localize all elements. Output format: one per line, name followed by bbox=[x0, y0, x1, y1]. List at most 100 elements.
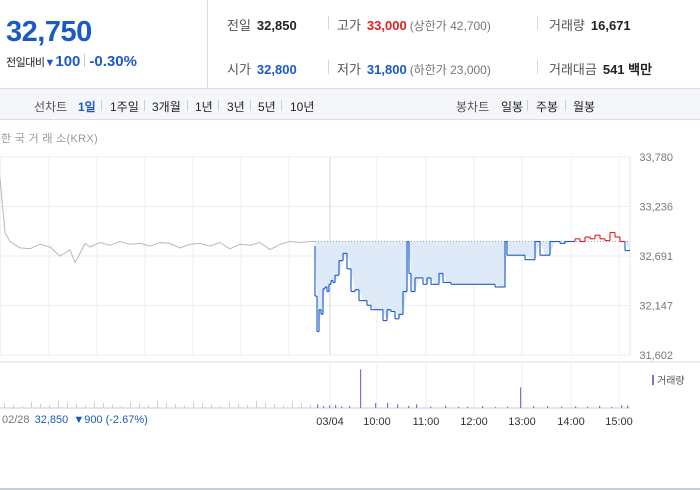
x-tick-label: 13:00 bbox=[508, 416, 536, 428]
stat-open: 시가 32,800 bbox=[227, 59, 297, 78]
volume-bar bbox=[611, 406, 613, 408]
prev-date: 02/28 bbox=[2, 414, 30, 426]
stat-low: 저가 31,800 (하한가 23,000) bbox=[337, 59, 491, 78]
price-chart: 33,780 33,236 32,691 32,147 31,602 03/04 10:0… bbox=[0, 152, 700, 428]
candle-daily[interactable]: 일봉 bbox=[501, 100, 524, 114]
divider bbox=[328, 16, 329, 30]
volume-bar bbox=[103, 403, 104, 408]
volume-bar bbox=[430, 406, 432, 408]
y-tick-label: 33,236 bbox=[639, 202, 673, 214]
stat-amount: 거래대금 541 백만 bbox=[549, 59, 652, 78]
volume-bar bbox=[520, 387, 522, 408]
price-box: 32,750 전일대비▼100 -0.30% bbox=[0, 0, 208, 88]
divider bbox=[250, 100, 251, 111]
volume-legend: 거래량 bbox=[652, 372, 685, 387]
candle-chart-label: 봉차트 bbox=[456, 100, 490, 114]
upper-limit: (상한가 42,700) bbox=[409, 19, 491, 33]
volume-bar bbox=[507, 406, 509, 408]
volume-bar bbox=[175, 404, 176, 408]
volume-bar bbox=[274, 404, 275, 408]
volume-bar bbox=[575, 406, 577, 408]
divider bbox=[218, 100, 219, 111]
volume-bar bbox=[157, 401, 158, 408]
volume-bar bbox=[211, 404, 212, 408]
baseline-fill-area bbox=[315, 241, 630, 332]
chart-grid bbox=[0, 156, 700, 409]
volume-bar bbox=[130, 402, 131, 408]
period-1w[interactable]: 1주일 bbox=[110, 100, 139, 114]
volume-bar bbox=[220, 406, 221, 408]
volume-bar bbox=[229, 402, 230, 408]
stat-label: 전일 bbox=[227, 18, 251, 33]
volume-bar bbox=[360, 369, 362, 408]
volume-bar bbox=[22, 406, 23, 408]
bottom-border bbox=[0, 488, 700, 490]
divider bbox=[84, 54, 86, 67]
x-axis-ticks: 03/04 10:00 11:00 12:00 13:00 14:00 15:00 bbox=[316, 416, 633, 428]
volume-bar bbox=[408, 405, 410, 408]
stat-value: 31,800 bbox=[366, 62, 407, 77]
volume-bar bbox=[4, 403, 5, 408]
diff-label: 전일대비 bbox=[6, 57, 45, 69]
divider bbox=[565, 100, 566, 111]
period-3m[interactable]: 3개월 bbox=[152, 100, 181, 114]
prev-day-info: 02/28 32,850 ▼900 (-2.67%) bbox=[2, 414, 148, 426]
period-3y[interactable]: 3년 bbox=[227, 100, 245, 114]
x-tick-label: 10:00 bbox=[363, 416, 391, 428]
volume-bar bbox=[627, 405, 629, 408]
stat-label: 시가 bbox=[227, 62, 251, 77]
volume-bar bbox=[621, 405, 623, 408]
prev-price: 32,850 bbox=[34, 414, 69, 426]
x-tick-label: 12:00 bbox=[460, 416, 488, 428]
candle-monthly[interactable]: 월봉 bbox=[573, 100, 596, 114]
volume-bar bbox=[547, 406, 549, 408]
volume-bar bbox=[13, 404, 14, 408]
x-tick-label: 03/04 bbox=[316, 416, 344, 428]
x-tick-label: 15:00 bbox=[605, 416, 633, 428]
volume-bar bbox=[193, 401, 194, 408]
divider bbox=[537, 16, 538, 30]
x-tick-label: 11:00 bbox=[413, 416, 440, 428]
volume-bar bbox=[335, 404, 337, 408]
diff-rate: -0.30% bbox=[89, 53, 137, 70]
volume-bar bbox=[375, 403, 377, 408]
stats-grid: 전일 32,850 고가 33,000 (상한가 42,700) 거래량 16,671 … bbox=[209, 0, 700, 88]
stat-value: 16,671 bbox=[590, 18, 631, 33]
y-tick-label: 32,147 bbox=[639, 301, 673, 313]
volume-bar bbox=[256, 401, 257, 408]
period-1y[interactable]: 1년 bbox=[195, 100, 213, 114]
volume-bar bbox=[184, 405, 185, 408]
volume-bar bbox=[599, 405, 601, 408]
y-axis-ticks: 33,780 33,236 32,691 32,147 31,602 bbox=[639, 152, 673, 362]
volume-bar bbox=[445, 405, 447, 408]
divider bbox=[527, 100, 528, 111]
period-toolbar: 선차트 1일 1주일 3개월 1년 3년 5년 10년 봉차트 일봉 주봉 월봉 bbox=[0, 89, 700, 120]
volume-bar bbox=[166, 402, 167, 408]
stat-label: 고가 bbox=[337, 18, 361, 33]
period-10y[interactable]: 10년 bbox=[290, 100, 315, 114]
volume-bar bbox=[341, 406, 343, 408]
y-tick-label: 31,602 bbox=[639, 350, 673, 362]
divider bbox=[537, 60, 538, 74]
stat-label: 거래대금 bbox=[549, 62, 597, 77]
prev-change: ▼900 (-2.67%) bbox=[73, 414, 148, 426]
lower-limit: (하한가 23,000) bbox=[409, 63, 491, 77]
volume-bar bbox=[387, 402, 389, 408]
volume-bar bbox=[329, 405, 331, 408]
volume-bar bbox=[94, 401, 95, 408]
divider bbox=[187, 100, 188, 111]
y-tick-label: 32,691 bbox=[639, 251, 673, 263]
period-5y[interactable]: 5년 bbox=[258, 100, 276, 114]
volume-bars bbox=[4, 369, 629, 408]
volume-bar bbox=[349, 406, 351, 408]
stat-prev-close: 전일 32,850 bbox=[227, 15, 297, 34]
volume-bar bbox=[533, 406, 535, 408]
volume-bar bbox=[67, 402, 68, 408]
period-1d[interactable]: 1일 bbox=[78, 100, 96, 114]
divider bbox=[144, 100, 145, 111]
volume-bar bbox=[121, 406, 122, 408]
below-baseline-fill bbox=[315, 241, 630, 332]
volume-bar bbox=[265, 402, 266, 408]
candle-weekly[interactable]: 주봉 bbox=[536, 100, 559, 114]
volume-bar bbox=[76, 404, 77, 408]
